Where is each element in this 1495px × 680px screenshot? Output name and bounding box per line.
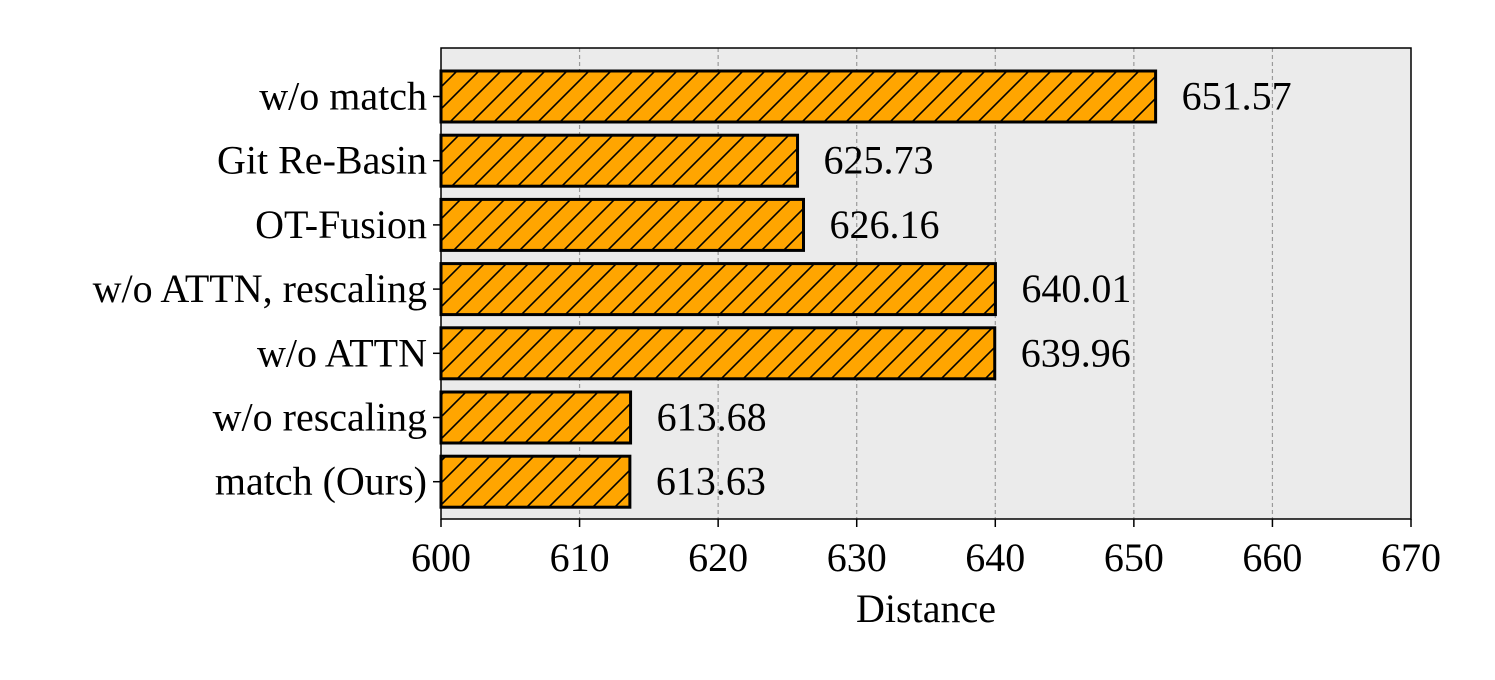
y-tick-label: match (Ours)	[215, 459, 427, 504]
y-tick-label: w/o ATTN	[257, 330, 427, 375]
y-tick-label: w/o match	[259, 74, 427, 119]
x-tick-label: 670	[1381, 535, 1441, 580]
value-label: 613.63	[656, 459, 766, 504]
x-tick-label: 660	[1242, 535, 1302, 580]
x-tick-label: 600	[411, 535, 471, 580]
x-tick-label: 650	[1104, 535, 1164, 580]
value-label: 613.68	[657, 395, 767, 440]
value-label: 625.73	[824, 138, 934, 183]
x-axis-title: Distance	[856, 586, 996, 631]
plot-frame	[440, 47, 1412, 520]
value-label: 639.96	[1021, 330, 1131, 375]
bar	[439, 454, 632, 509]
x-tick-label: 620	[688, 535, 748, 580]
bar	[439, 69, 1158, 124]
y-tick-label: w/o rescaling	[213, 395, 427, 440]
value-label: 651.57	[1182, 74, 1292, 119]
axis-ticks: 600 610 620 630 640 650 660 670 w/o match 651.57 G…	[93, 74, 1441, 581]
value-label: 640.01	[1021, 266, 1131, 311]
x-tick-label: 610	[550, 535, 610, 580]
y-tick-label: Git Re-Basin	[217, 138, 427, 183]
grid-lines	[578, 48, 1274, 519]
value-label: 626.16	[830, 202, 940, 247]
bar	[439, 390, 633, 445]
bar	[439, 197, 806, 252]
bars	[439, 69, 1158, 509]
x-tick-label: 630	[827, 535, 887, 580]
bar	[439, 326, 997, 381]
y-tick-label: OT-Fusion	[255, 202, 427, 247]
y-tick-label: w/o ATTN, rescaling	[93, 266, 427, 311]
bar	[439, 262, 997, 317]
bar	[439, 133, 800, 188]
x-tick-label: 640	[965, 535, 1025, 580]
